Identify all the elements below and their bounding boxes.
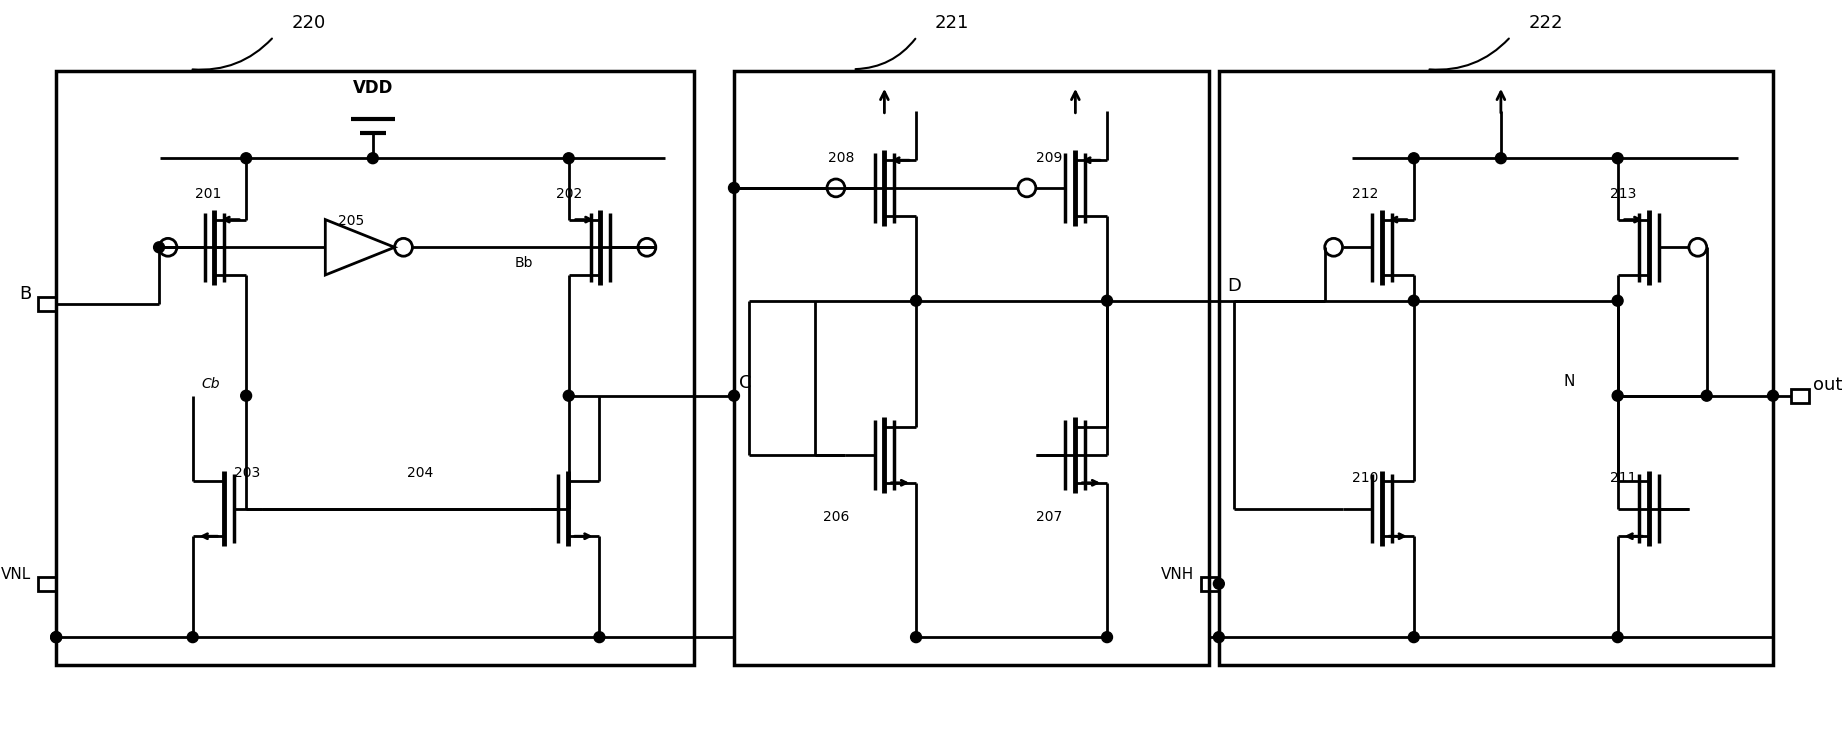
Text: Cb: Cb <box>201 377 219 391</box>
Circle shape <box>153 242 164 252</box>
Text: 203: 203 <box>234 466 260 480</box>
Circle shape <box>1213 579 1224 589</box>
Text: 205: 205 <box>337 213 365 227</box>
Circle shape <box>1101 632 1112 643</box>
Text: 204: 204 <box>408 466 433 480</box>
Circle shape <box>1612 153 1623 164</box>
Circle shape <box>1612 390 1623 401</box>
Circle shape <box>52 632 61 643</box>
Circle shape <box>1768 390 1778 401</box>
Circle shape <box>594 632 605 643</box>
Circle shape <box>728 390 739 401</box>
Circle shape <box>1612 295 1623 306</box>
Circle shape <box>1101 295 1112 306</box>
Circle shape <box>242 153 251 164</box>
Circle shape <box>1213 632 1224 643</box>
Bar <box>55 71 695 665</box>
Circle shape <box>911 295 922 306</box>
Circle shape <box>1495 153 1507 164</box>
Text: 211: 211 <box>1610 471 1636 485</box>
Text: 221: 221 <box>935 13 968 32</box>
Bar <box>734 71 1210 665</box>
Text: VNH: VNH <box>1162 567 1195 582</box>
Bar <box>39 297 55 311</box>
Circle shape <box>52 632 61 643</box>
Text: 206: 206 <box>822 511 850 525</box>
Circle shape <box>728 182 739 193</box>
Circle shape <box>1612 632 1623 643</box>
Text: 202: 202 <box>555 187 583 201</box>
Text: 207: 207 <box>1036 511 1062 525</box>
Circle shape <box>911 632 922 643</box>
Text: 220: 220 <box>291 13 326 32</box>
Circle shape <box>242 390 251 401</box>
Text: 208: 208 <box>828 151 854 165</box>
Circle shape <box>367 153 378 164</box>
Text: 209: 209 <box>1036 151 1062 165</box>
Text: C: C <box>739 374 752 392</box>
Bar <box>1200 577 1219 590</box>
Text: VDD: VDD <box>352 79 393 97</box>
Bar <box>39 577 55 590</box>
Text: 201: 201 <box>195 187 221 201</box>
Circle shape <box>1702 390 1711 401</box>
Circle shape <box>562 153 573 164</box>
Circle shape <box>1409 153 1420 164</box>
Text: 213: 213 <box>1610 187 1636 201</box>
Text: 210: 210 <box>1352 471 1379 485</box>
Text: B: B <box>18 285 31 303</box>
Circle shape <box>1409 295 1420 306</box>
Circle shape <box>188 632 197 643</box>
Circle shape <box>562 390 573 401</box>
Text: 222: 222 <box>1529 13 1562 32</box>
Text: VNL: VNL <box>2 567 31 582</box>
Bar <box>1791 389 1809 403</box>
Text: out: out <box>1813 376 1842 394</box>
Text: Bb: Bb <box>514 256 533 270</box>
Text: N: N <box>1564 374 1575 389</box>
Bar <box>1219 71 1772 665</box>
Circle shape <box>1409 632 1420 643</box>
Text: 212: 212 <box>1352 187 1379 201</box>
Text: D: D <box>1226 277 1241 294</box>
